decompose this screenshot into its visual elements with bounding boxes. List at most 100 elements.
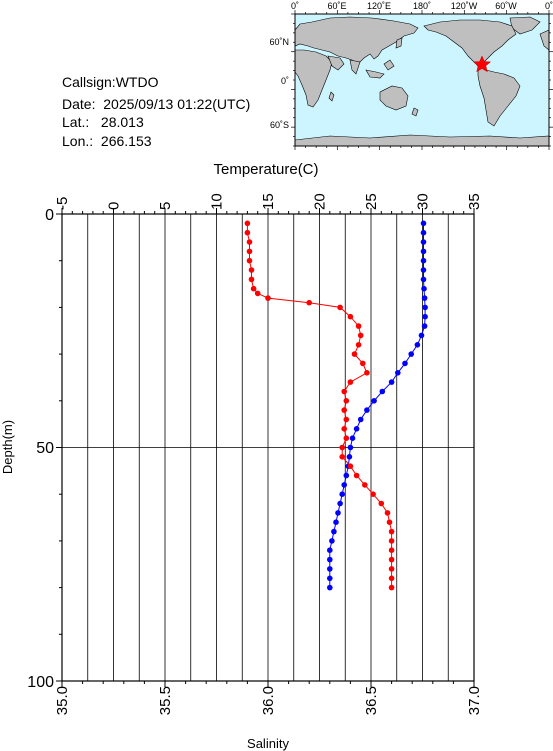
temperature-point [422, 304, 428, 311]
world-map: 0˚ 60˚E 120˚E 180˚ 120˚W 60˚W 0˚ 60˚N 0˚… [269, 1, 553, 150]
salinity-point [384, 510, 391, 516]
salinity-point [370, 491, 376, 498]
temperature-tick-label: 30 [415, 193, 432, 210]
salinity-tick-label: 35.0 [54, 686, 71, 715]
salinity-point [341, 388, 348, 395]
salinity-point [388, 528, 395, 535]
temperature-point [333, 519, 339, 525]
temperature-axis-title: Temperature(C) [213, 161, 318, 178]
depth-axis-title: Depth(m) [0, 420, 15, 474]
salinity-point [355, 323, 362, 329]
map-land [294, 16, 550, 147]
temperature-tick-label: 35 [466, 193, 483, 210]
map-lon-label: 60˚W [495, 1, 517, 11]
temperature-point [327, 575, 333, 582]
salinity-point [339, 444, 346, 451]
salinity-axis-title: Salinity [247, 736, 289, 751]
salinity-point [388, 556, 395, 563]
temperature-point [335, 510, 341, 516]
salinity-point [341, 426, 348, 432]
salinity-point [364, 370, 370, 376]
temperature-point [357, 416, 364, 423]
temperature-tick-label: 20 [312, 193, 329, 210]
temperature-tick-label: 15 [260, 193, 277, 210]
salinity-point [347, 463, 354, 470]
temperature-point [343, 472, 350, 479]
map-lon-label: 120˚W [451, 1, 478, 11]
date-text: Date: 2025/09/13 01:22(UTC) [62, 96, 251, 112]
salinity-point [362, 482, 368, 488]
salinity-point [246, 257, 253, 264]
temperature-point [364, 407, 370, 413]
salinity-point [306, 299, 313, 306]
profile-plot: Temperature(C) -5 0 5 10 15 20 25 30 35 … [0, 161, 483, 751]
temperature-point [379, 388, 386, 395]
salinity-point [388, 538, 395, 544]
temperature-point [339, 491, 346, 498]
salinity-point [343, 416, 350, 423]
temperature-point [421, 295, 428, 301]
salinity-point [343, 435, 350, 442]
temperature-tick-label: 5 [157, 202, 174, 210]
temperature-axis-labels: Temperature(C) -5 0 5 10 15 20 25 30 35 [54, 161, 483, 210]
temperature-point [329, 538, 335, 544]
depth-axis-labels: 0 50 100 Depth(m) [0, 207, 54, 691]
temperature-point [420, 267, 427, 273]
salinity-point [244, 220, 251, 227]
temperature-point [346, 454, 353, 460]
depth-tick-label: 0 [45, 207, 54, 224]
salinity-point [351, 351, 358, 357]
latitude-text: Lat.: 28.013 [62, 114, 144, 130]
temperature-point [327, 556, 333, 563]
salinity-point [248, 267, 255, 273]
salinity-tick-label: 35.5 [157, 686, 174, 715]
map-lon-label: 120˚E [367, 1, 391, 11]
temperature-line [329, 223, 426, 588]
station-star-icon [472, 55, 492, 73]
temperature-point [421, 323, 428, 329]
temperature-point [420, 220, 427, 227]
salinity-point [339, 454, 346, 460]
temperature-point [402, 360, 408, 367]
map-longitude-labels: 0˚ 60˚E 120˚E 180˚ 120˚W 60˚W 0˚ [291, 1, 553, 11]
temperature-point [349, 435, 356, 442]
salinity-tick-label: 36.0 [260, 686, 277, 715]
map-latitude-labels: 60˚N 0˚ 60˚S [269, 37, 289, 130]
map-lat-label: 60˚S [270, 120, 289, 130]
temperature-point [327, 584, 333, 591]
temperature-point [341, 482, 348, 488]
temperature-point [371, 398, 377, 404]
salinity-point [347, 379, 354, 385]
map-lat-label: 60˚N [269, 37, 289, 47]
temperature-tick-label: 10 [209, 193, 226, 210]
temperature-point [347, 444, 354, 451]
temperature-point [337, 500, 343, 507]
salinity-tick-label: 37.0 [466, 686, 483, 715]
salinity-point [244, 229, 251, 236]
salinity-point [388, 547, 395, 553]
depth-tick-label: 100 [27, 674, 54, 691]
salinity-point [248, 276, 255, 283]
map-lon-label: 0˚ [291, 1, 299, 11]
salinity-axis-labels: 35.0 35.5 36.0 36.5 37.0 Salinity [54, 686, 483, 751]
temperature-point [418, 332, 425, 339]
temperature-point [422, 313, 428, 320]
map-lon-label: 0˚ [545, 1, 553, 11]
grid-lines [62, 214, 474, 681]
temperature-tick-label: 0 [106, 202, 123, 210]
salinity-point [378, 500, 385, 507]
salinity-point [355, 342, 362, 348]
temperature-point [420, 257, 427, 264]
temperature-point [388, 379, 395, 385]
longitude-text: Lon.: 266.153 [62, 133, 152, 149]
salinity-point [250, 285, 257, 292]
salinity-point [388, 566, 395, 572]
temperature-point [331, 528, 337, 535]
salinity-point [343, 398, 350, 404]
map-lon-label: 60˚E [327, 1, 346, 11]
depth-tick-label: 50 [36, 440, 54, 457]
temperature-point [420, 229, 427, 236]
temperature-point [408, 351, 415, 357]
temperature-point [395, 370, 401, 376]
